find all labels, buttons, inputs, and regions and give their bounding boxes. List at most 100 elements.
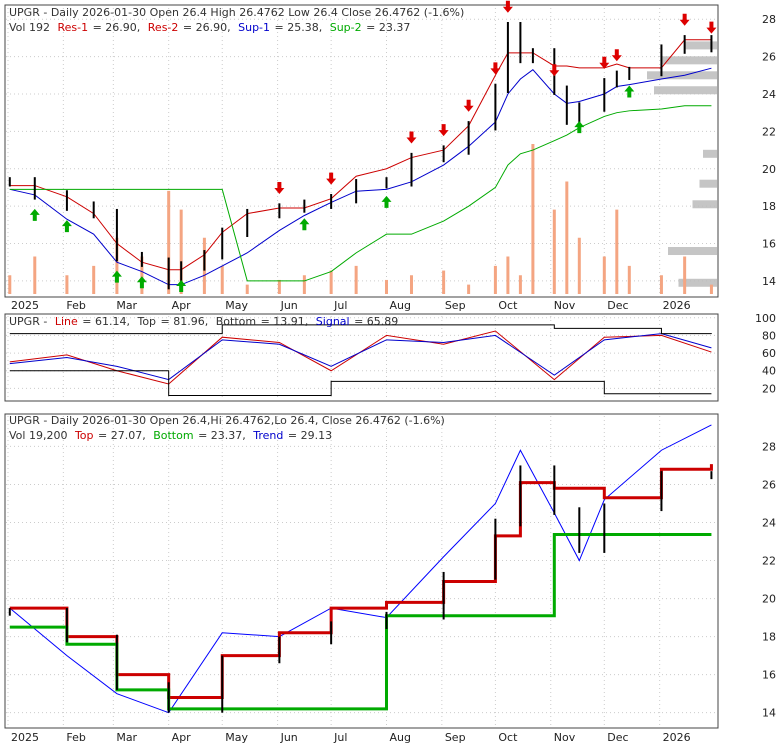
legend-top-label: Top (136, 315, 156, 328)
legend-sup2-value: = 23.37 (366, 21, 410, 34)
p1-ytick-4: 22 (762, 125, 776, 138)
p1-xtick-9: Oct (498, 299, 518, 312)
p1-xtick-10: Nov (554, 299, 576, 312)
volume-profile-bar-8 (703, 149, 717, 158)
p2-ytick-3: 80 (762, 329, 776, 342)
volume-bar-17 (442, 270, 446, 294)
p3-xtick-12: 2026 (663, 731, 691, 744)
legend-top-value: = 81.96, (161, 315, 209, 328)
p3-ytick-7: 28 (762, 440, 776, 453)
panel3-y-tick-labels: 14 16 18 20 22 24 26 28 (762, 440, 776, 719)
p3-xtick-4: May (225, 731, 248, 744)
p2-ytick-0: 20 (762, 382, 776, 395)
panel3-grid (6, 416, 717, 726)
p1-ytick-5: 24 (762, 88, 776, 101)
p2-ytick-4: 100 (755, 312, 776, 325)
p1-xtick-5: Jun (280, 299, 298, 312)
sell-arrow-3 (438, 124, 449, 137)
p1-xtick-12: 2026 (663, 299, 691, 312)
legend-line-value: = 61.14, (82, 315, 130, 328)
panel3-frame (4, 413, 719, 729)
volume-bar-21 (518, 275, 522, 294)
panel1-legend: Vol 192 Res-1 = 26.90, Res-2 = 26.90, Su… (9, 21, 410, 34)
volume-bar-2 (65, 275, 69, 294)
p3-xtick-8: Sep (445, 731, 466, 744)
panel3-vol: Vol 19,200 (9, 429, 67, 442)
p1-ytick-2: 18 (762, 200, 776, 213)
p1-xtick-0: 2025 (11, 299, 39, 312)
volume-bar-16 (409, 275, 413, 294)
panel2-y-tick-labels: 20 40 60 80 100 (755, 312, 776, 396)
legend-bottom-label: Bottom (216, 315, 256, 328)
p1-xtick-6: Jul (333, 299, 347, 312)
volume-bar-18 (467, 284, 471, 294)
panel1-x-tick-labels: 2025 Feb Mar Apr May Jun Jul Aug Sep Oct Nov Dec 202… (11, 299, 691, 312)
p1-xtick-1: Feb (66, 299, 85, 312)
volume-bar-4 (115, 237, 119, 294)
legend-bottom-value: = 13.91, (261, 315, 309, 328)
panel1-title: UPGR - Daily 2026-01-30 Open 26.4 High 2… (9, 6, 464, 19)
p3-xtick-1: Feb (66, 731, 85, 744)
p3-ytick-5: 24 (762, 517, 776, 530)
legend-line-label: Line (55, 315, 78, 328)
volume-bar-15 (384, 279, 388, 294)
volume-bar-23 (552, 209, 556, 294)
volume-profile-bar-5 (685, 41, 717, 50)
buy-arrow-1 (61, 220, 72, 233)
panel3-x-tick-labels: 2025 Feb Mar Apr May Jun Jul Aug Sep Oct Nov Dec 202… (11, 731, 691, 744)
p1-ytick-7: 28 (762, 13, 776, 26)
buy-arrow-3 (136, 276, 147, 289)
panel2-frame (4, 313, 719, 402)
panel2-grid (6, 316, 717, 399)
sell-arrow-4 (463, 99, 474, 112)
p3-xtick-3: Apr (172, 731, 192, 744)
legend-sup1-value: = 25.38, (275, 21, 323, 34)
panel1-price-bars (8, 22, 713, 290)
legend-sup1-label: Sup-1 (238, 21, 270, 34)
p3-ytick-0: 14 (762, 707, 776, 720)
series-res-1 (9, 39, 712, 271)
p1-xtick-2: Mar (116, 299, 137, 312)
volume-bar-22 (531, 144, 535, 294)
volume-bar-30 (683, 256, 687, 294)
p3-xtick-7: Aug (389, 731, 410, 744)
panel3-title: UPGR - Daily 2026-01-30 Open 26.4,Hi 26.… (9, 414, 445, 427)
volume-bar-13 (329, 270, 333, 294)
panel1-lines (9, 39, 712, 286)
p3-ytick-4: 22 (762, 555, 776, 568)
sell-arrow-7 (549, 64, 560, 77)
volume-profile-bar-4 (678, 278, 717, 287)
volume-profile-bar-6 (692, 200, 717, 209)
sell-arrow-1 (326, 172, 337, 185)
volume-bar-7 (179, 209, 183, 294)
p1-ytick-6: 26 (762, 51, 776, 64)
buy-arrow-4 (176, 279, 187, 292)
series-p2-bottom (9, 370, 712, 396)
panel1-volume-bars (8, 144, 713, 294)
legend-sup2-label: Sup-2 (330, 21, 362, 34)
volume-bar-25 (577, 237, 581, 294)
volume-profile-bar-1 (654, 86, 717, 95)
p3-xtick-5: Jun (280, 731, 298, 744)
legend-p3-top-label: Top (74, 429, 94, 442)
volume-bar-11 (277, 279, 281, 294)
volume-bar-20 (506, 256, 510, 294)
panel2-ticker: UPGR - (9, 315, 47, 328)
p3-ytick-1: 16 (762, 669, 776, 682)
legend-p3-bottom-value: = 23.37, (198, 429, 246, 442)
p1-xtick-3: Apr (172, 299, 192, 312)
sell-arrow-2 (406, 131, 417, 144)
sell-arrow-5 (490, 62, 501, 75)
p3-xtick-0: 2025 (11, 731, 39, 744)
volume-bar-3 (92, 265, 96, 294)
p2-ytick-2: 60 (762, 347, 776, 360)
legend-p3-top-value: = 27.07, (98, 429, 146, 442)
legend-res1-value: = 26.90, (93, 21, 141, 34)
volume-profile-bar-2 (661, 56, 717, 65)
volume-bar-10 (245, 284, 249, 294)
sell-arrow-8 (599, 56, 610, 69)
sell-arrow-6 (502, 0, 513, 13)
